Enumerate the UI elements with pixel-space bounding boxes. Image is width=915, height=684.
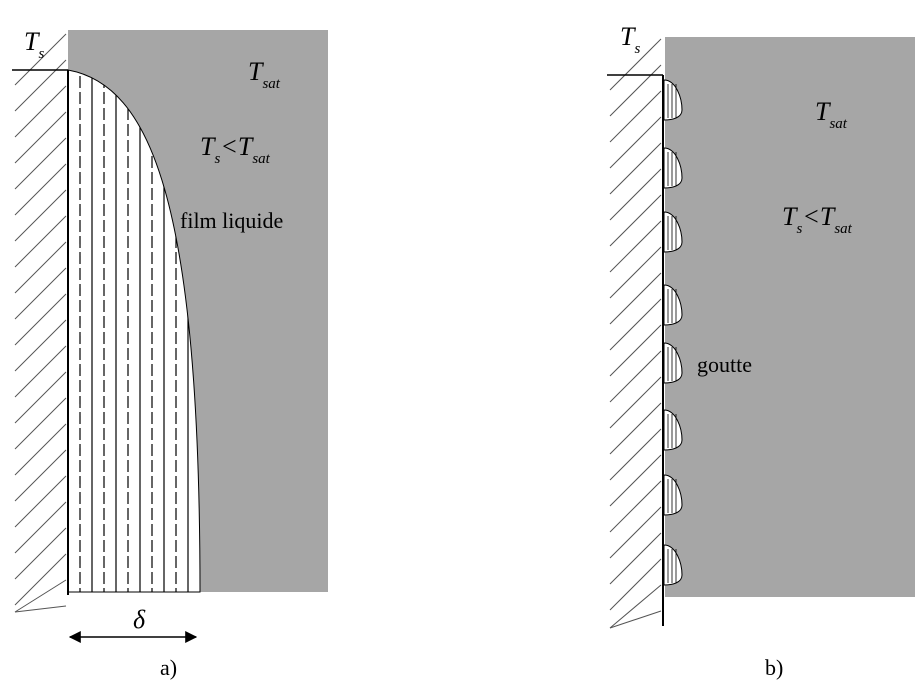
hatch-line [610,533,661,584]
hatch-line [610,143,661,194]
hatch-line [610,377,661,428]
hatch-line [610,585,661,628]
wall-hatching [15,34,66,612]
hatch-line [610,91,661,142]
hatch-line [15,346,66,397]
hatch-line [610,169,661,220]
thickness-label: δ [133,605,146,634]
hatch-line [610,611,661,628]
hatch-line [15,372,66,423]
vapor-region [665,37,915,597]
hatch-line [610,559,661,610]
hatch-line [15,476,66,527]
hatch-line [15,268,66,319]
hatch-line [15,138,66,189]
drop-label: goutte [697,352,752,377]
hatch-line [15,528,66,579]
hatch-line [610,351,661,402]
hatch-line [15,216,66,267]
hatch-line [610,247,661,298]
hatch-line [610,455,661,506]
hatch-line [610,65,661,116]
hatch-line [610,273,661,324]
hatch-line [610,221,661,272]
hatch-line [610,117,661,168]
hatch-line [15,554,66,605]
hatch-line [15,320,66,371]
wall-label: Ts [620,22,640,57]
figure: Ts Tsat Ts<Tsat film liquide δ a) Ts Tsa… [0,0,915,684]
film-label: film liquide [180,208,283,233]
hatch-line [15,450,66,501]
hatch-line [15,242,66,293]
panel-b: Ts Tsat Ts<Tsat goutte b) [607,22,915,680]
hatch-line [15,86,66,137]
hatch-line [610,429,661,480]
hatch-line [15,112,66,163]
hatch-line [610,195,661,246]
hatch-line [15,294,66,345]
hatch-line [610,481,661,532]
hatch-line [15,398,66,449]
hatch-line [15,60,66,111]
wall-label: Ts [24,27,44,62]
hatch-line [15,502,66,553]
panel-a: Ts Tsat Ts<Tsat film liquide δ a) [12,27,328,680]
caption: a) [160,655,177,680]
hatch-line [610,325,661,376]
hatch-line [15,164,66,215]
hatch-line [15,424,66,475]
hatch-line [610,299,661,350]
hatch-line [15,190,66,241]
hatch-line [610,507,661,558]
wall-hatching [610,39,661,628]
hatch-line [610,403,661,454]
caption: b) [765,655,783,680]
